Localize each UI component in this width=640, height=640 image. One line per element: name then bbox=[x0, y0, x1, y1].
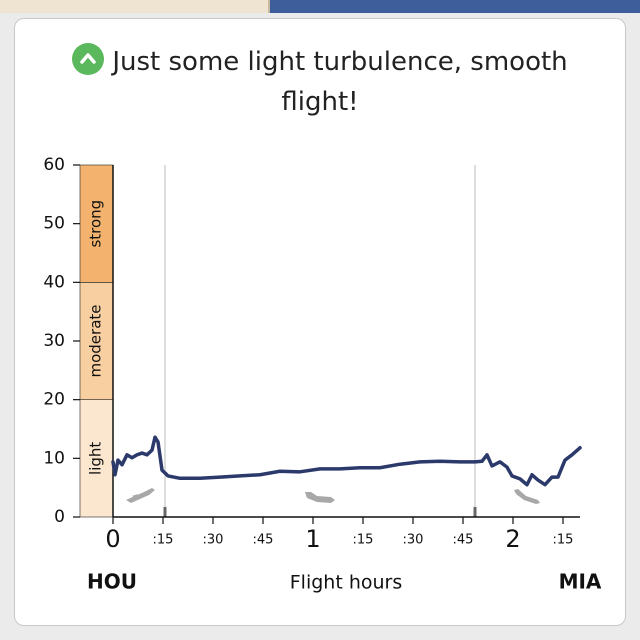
band bbox=[79, 164, 114, 283]
x-tick-label: :45 bbox=[253, 533, 274, 548]
band-label: strong bbox=[87, 200, 105, 248]
top-tab bbox=[0, 0, 270, 13]
y-tick-label: 40 bbox=[43, 272, 65, 292]
y-tick-label: 50 bbox=[43, 214, 65, 234]
status-icon bbox=[72, 43, 105, 75]
caret bbox=[80, 53, 97, 64]
title-block: Just some light turbulence, smooth fligh… bbox=[60, 42, 580, 122]
y-tick-label: 20 bbox=[43, 390, 65, 410]
chart-title: Just some light turbulence, smooth fligh… bbox=[112, 47, 568, 117]
band-label: light bbox=[87, 442, 105, 475]
y-tick-label: 10 bbox=[43, 448, 65, 468]
plane-icons bbox=[126, 488, 540, 504]
x-axis-label: Flight hours bbox=[290, 572, 403, 594]
x-tick-label: :30 bbox=[203, 533, 224, 548]
x-tick-label: :45 bbox=[453, 533, 474, 548]
x-tick-label: 2 bbox=[505, 525, 520, 553]
x-tick-label: :30 bbox=[403, 533, 424, 548]
plane-icon bbox=[514, 489, 540, 504]
plane-icon bbox=[126, 488, 155, 503]
destination-label: MIA bbox=[559, 570, 602, 594]
y-tick-label: 30 bbox=[43, 331, 65, 351]
y-tick-label: 0 bbox=[54, 507, 65, 527]
x-tick-label: 0 bbox=[105, 525, 120, 553]
plane-icon bbox=[305, 492, 335, 503]
turbulence-line bbox=[111, 435, 582, 487]
x-tick-label: :15 bbox=[153, 533, 174, 548]
band-label: moderate bbox=[87, 304, 105, 377]
x-tick-label: 1 bbox=[305, 525, 320, 553]
x-tick-label: :15 bbox=[553, 533, 574, 548]
y-tick-label: 60 bbox=[43, 155, 65, 175]
x-tick-label: :15 bbox=[353, 533, 374, 548]
origin-label: HOU bbox=[87, 570, 137, 594]
card bbox=[14, 18, 626, 626]
